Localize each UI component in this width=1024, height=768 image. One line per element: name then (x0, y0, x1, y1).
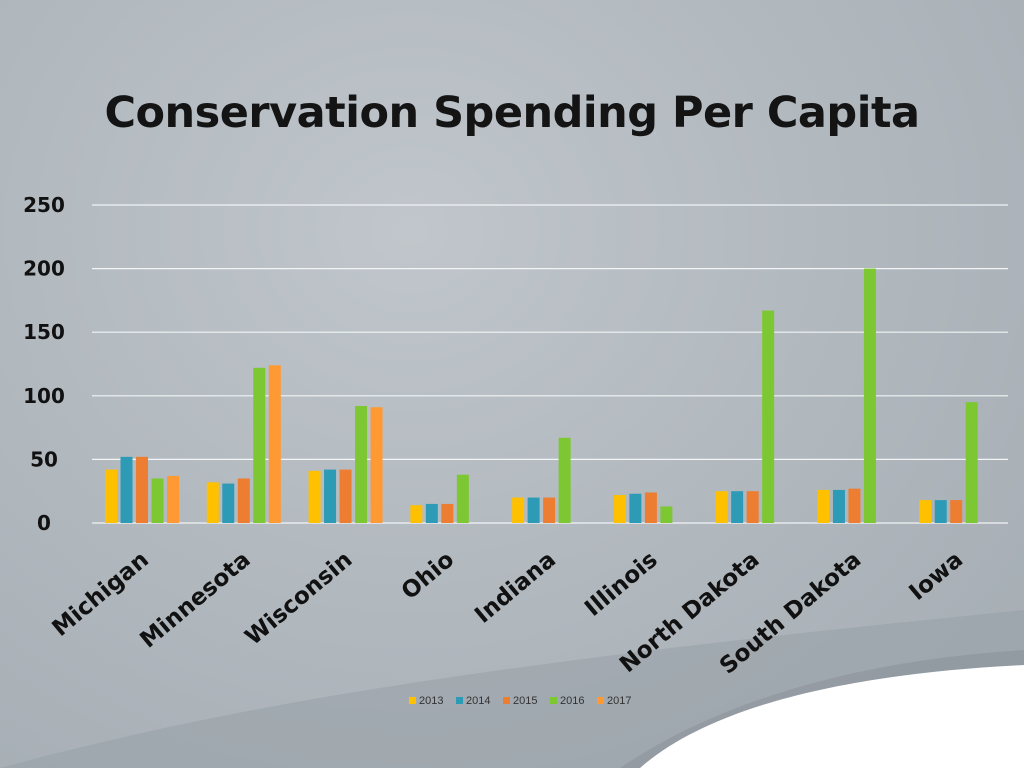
bar-wisconsin-2016 (355, 405, 368, 523)
bar-south-dakota-2013 (817, 489, 830, 523)
bar-michigan-2015 (136, 456, 148, 523)
y-tick-label: 200 (23, 257, 65, 281)
bar-north-dakota-2016 (762, 310, 775, 523)
bar-north-dakota-2015 (746, 491, 759, 523)
legend: 2013 2014 2015 2016 2017 (409, 695, 631, 707)
bar-illinois-2014 (629, 493, 642, 523)
legend-swatch (597, 697, 604, 704)
bar-illinois-2013 (613, 495, 626, 523)
legend-swatch (550, 697, 557, 704)
bars (105, 268, 978, 523)
bar-indiana-2015 (543, 497, 556, 523)
category-label: Wisconsin (241, 547, 358, 651)
legend-entry: 2015 (513, 695, 537, 707)
bar-iowa-2014 (934, 500, 947, 523)
bar-michigan-2017 (167, 475, 179, 523)
bar-wisconsin-2017 (370, 407, 383, 523)
bar-minnesota-2016 (253, 367, 266, 523)
legend-entry: 2013 (419, 695, 443, 707)
y-tick-label: 50 (30, 447, 58, 471)
bar-michigan-2014 (120, 456, 133, 523)
bar-wisconsin-2014 (324, 469, 337, 523)
category-label: Iowa (905, 547, 969, 606)
bar-north-dakota-2013 (715, 491, 728, 523)
bar-ohio-2013 (410, 505, 423, 523)
category-label: Ohio (397, 547, 459, 605)
category-label: Minnesota (135, 547, 255, 654)
legend-swatch (503, 697, 510, 704)
bar-minnesota-2014 (222, 483, 235, 523)
bar-minnesota-2015 (237, 478, 250, 523)
legend-entry: 2016 (560, 695, 584, 707)
bar-indiana-2013 (512, 497, 525, 523)
bar-ohio-2015 (441, 503, 454, 523)
bar-iowa-2015 (950, 500, 963, 523)
legend-swatch (456, 697, 463, 704)
category-label: Illinois (580, 547, 663, 622)
category-label: Michigan (47, 547, 153, 642)
legend-swatch (409, 697, 416, 704)
bar-north-dakota-2014 (731, 491, 744, 523)
bar-indiana-2014 (527, 497, 540, 523)
bar-south-dakota-2016 (863, 268, 876, 523)
bar-south-dakota-2014 (832, 489, 845, 523)
bar-illinois-2015 (644, 492, 657, 523)
chart-title: Conservation Spending Per Capita (104, 88, 920, 138)
legend-entry: 2014 (466, 695, 490, 707)
y-tick-label: 100 (23, 384, 65, 408)
bar-wisconsin-2015 (339, 469, 352, 523)
bar-michigan-2013 (105, 469, 117, 523)
bar-michigan-2016 (151, 478, 164, 523)
y-tick-label: 0 (37, 511, 51, 535)
bar-ohio-2016 (456, 474, 469, 523)
bar-wisconsin-2013 (308, 470, 321, 523)
gridlines (92, 204, 1008, 524)
bar-iowa-2016 (965, 402, 978, 523)
y-axis-tick-labels: 0 50 100 150 200 250 (23, 193, 65, 535)
bar-ohio-2014 (425, 503, 438, 523)
bar-minnesota-2013 (206, 482, 219, 523)
bar-indiana-2016 (558, 437, 571, 523)
bar-south-dakota-2015 (848, 488, 861, 523)
y-tick-label: 250 (23, 193, 65, 217)
legend-entry: 2017 (607, 695, 631, 707)
category-label: Indiana (470, 547, 561, 629)
y-tick-label: 150 (23, 320, 65, 344)
bar-minnesota-2017 (268, 365, 281, 523)
bar-illinois-2016 (660, 506, 673, 523)
bar-iowa-2013 (919, 500, 932, 523)
